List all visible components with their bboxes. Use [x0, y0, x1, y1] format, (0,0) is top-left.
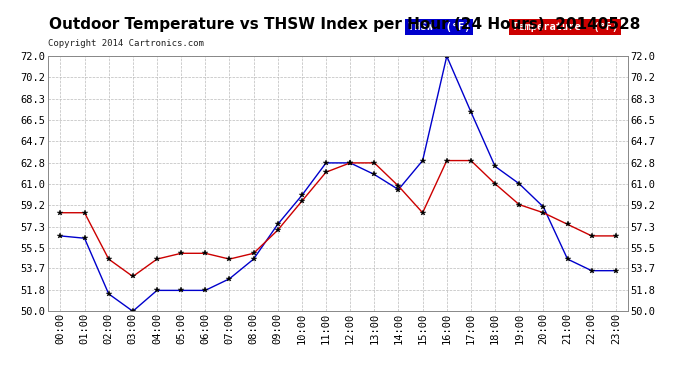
Text: Temperature  (°F): Temperature (°F) [512, 22, 618, 32]
Text: Copyright 2014 Cartronics.com: Copyright 2014 Cartronics.com [48, 39, 204, 48]
Text: Outdoor Temperature vs THSW Index per Hour (24 Hours)  20140528: Outdoor Temperature vs THSW Index per Ho… [49, 17, 641, 32]
Text: THSW  (°F): THSW (°F) [408, 22, 470, 32]
